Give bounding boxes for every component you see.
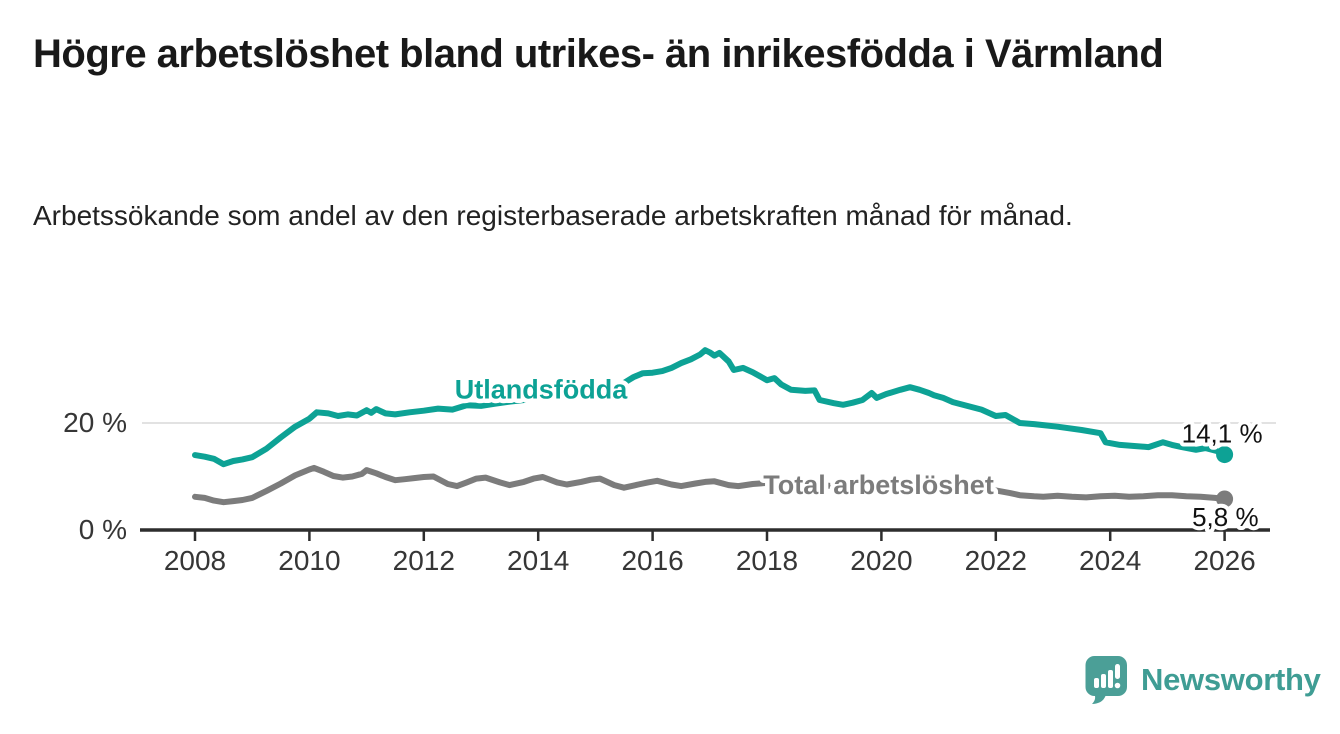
x-tick-label-2022: 2022 (965, 545, 1027, 576)
end-value-label-utlandsfodda: 14,1 % (1182, 419, 1263, 449)
newsworthy-logo-icon (1085, 656, 1127, 704)
x-tick-label-2012: 2012 (393, 545, 455, 576)
x-tick-label-2020: 2020 (850, 545, 912, 576)
brand-name: Newsworthy (1141, 662, 1321, 697)
series-line-utlandsfodda (192, 347, 1228, 468)
y-tick-label-0: 0 % (79, 514, 127, 545)
page-title: Högre arbetslöshet bland utrikes- än inr… (33, 32, 1164, 76)
x-tick-label-2010: 2010 (278, 545, 340, 576)
logo-exclamation-dot (1114, 682, 1121, 689)
logo-exclamation-stem (1115, 664, 1120, 679)
x-tick-label-2026: 2026 (1193, 545, 1255, 576)
series-label-total-arbetsloshet: Total arbetslöshet (763, 470, 994, 500)
logo-bar-1 (1094, 678, 1099, 688)
y-tick-label-20: 20 % (63, 407, 127, 438)
page-subtitle: Arbetssökande som andel av den registerb… (33, 200, 1073, 231)
x-tick-label-2008: 2008 (164, 545, 226, 576)
series-end-dot-utlandsfodda (1216, 446, 1234, 464)
end-value-label-total-arbetsloshet: 5,8 % (1192, 502, 1259, 532)
series-end-dot-total-arbetsloshet (1216, 490, 1234, 508)
x-tick-label-2014: 2014 (507, 545, 569, 576)
logo-bar-3 (1108, 670, 1113, 688)
x-tick-label-2016: 2016 (621, 545, 683, 576)
series-line-total-arbetsloshet (192, 464, 1228, 506)
logo-bar-2 (1101, 674, 1106, 688)
series-label-utlandsfodda: Utlandsfödda (455, 374, 628, 404)
x-tick-label-2024: 2024 (1079, 545, 1141, 576)
brand-footer: Newsworthy (1085, 655, 1321, 705)
x-tick-label-2018: 2018 (736, 545, 798, 576)
